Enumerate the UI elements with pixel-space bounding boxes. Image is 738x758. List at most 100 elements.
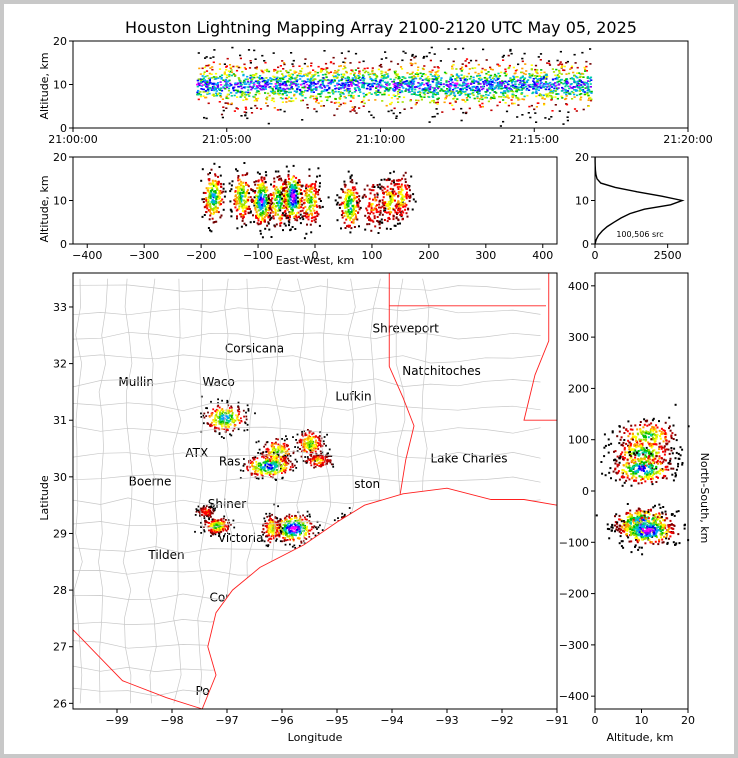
ew-source-point (346, 191, 349, 194)
ts-source-point (244, 106, 247, 109)
ts-source-point (225, 65, 228, 67)
ts-source-point (490, 81, 493, 83)
ts-source-point (472, 91, 475, 94)
ew-source-point (280, 202, 283, 205)
ts-source-point (215, 90, 218, 92)
ts-source-point (205, 64, 208, 67)
ts-source-point (425, 82, 428, 85)
plan-source-point (249, 462, 252, 464)
ts-source-point (459, 88, 462, 90)
ts-source-point (408, 87, 411, 89)
ew-source-point (217, 175, 219, 178)
ts-source-point (377, 94, 380, 96)
ts-source-point (428, 70, 431, 73)
ts-source-point (259, 75, 262, 77)
ew-source-point (315, 188, 318, 191)
ts-source-point (450, 78, 453, 81)
ts-source-point (451, 67, 454, 70)
ts-source-point (557, 93, 560, 95)
ts-source-point (372, 79, 375, 82)
ts-source-point (512, 66, 515, 69)
ew-source-point (394, 192, 397, 195)
ew-source-point (277, 209, 280, 212)
ew-source-point (222, 208, 225, 211)
ew-source-point (239, 193, 242, 196)
ew-source-point (314, 200, 316, 203)
ew-source-point (303, 199, 306, 202)
ts-source-point (385, 104, 388, 107)
ts-source-point (401, 85, 404, 88)
ew-source-point (349, 202, 352, 205)
ts-source-point (236, 83, 239, 86)
ew-source-point (263, 193, 266, 196)
ts-source-point (205, 117, 208, 120)
ew-source-point (344, 203, 346, 206)
ts-source-point (341, 92, 344, 94)
ew-source-point (244, 174, 247, 176)
ew-source-point (295, 176, 298, 179)
ts-source-point (453, 92, 456, 94)
ew-source-point (372, 220, 375, 223)
ts-source-point (381, 80, 384, 82)
ew-source-point (311, 183, 314, 185)
ew-source-point (235, 186, 238, 189)
ts-source-point (323, 78, 326, 81)
ts-source-point (574, 90, 578, 92)
plan-source-point (292, 452, 295, 455)
plan-source-point (266, 466, 269, 469)
ts-source-point (454, 100, 457, 102)
plan-source-point (268, 467, 271, 469)
ts-source-point (544, 83, 547, 86)
plan-source-point (266, 462, 268, 465)
ts-source-point (383, 90, 387, 92)
ew-source-point (261, 204, 264, 207)
ts-source-point (234, 89, 237, 92)
ew-source-point (282, 187, 285, 190)
plan-source-point (277, 460, 279, 463)
ew-source-point (350, 174, 353, 177)
ts-source-point (248, 67, 252, 69)
ts-source-point (521, 71, 524, 74)
ts-source-point (520, 80, 523, 83)
ew-source-point (389, 228, 392, 230)
ts-source-point (581, 89, 584, 91)
ts-source-point (429, 85, 432, 88)
ts-source-point (582, 90, 585, 93)
ew-source-point (346, 216, 349, 219)
ew-source-point (287, 175, 290, 178)
ts-source-point (199, 73, 202, 75)
ew-source-point (233, 199, 236, 202)
ts-source-point (342, 87, 345, 89)
ts-source-point (390, 109, 393, 112)
plan-source-point (273, 447, 275, 449)
ew-source-point (258, 206, 261, 209)
ts-source-point (512, 90, 515, 93)
plan-source-point (222, 417, 225, 420)
ts-source-point (573, 96, 576, 98)
ew-source-point (389, 202, 392, 205)
ew-source-point (269, 212, 272, 214)
ew-source-point (380, 218, 383, 221)
ts-source-point (398, 84, 401, 86)
ew-source-point (283, 189, 286, 191)
plan-source-point (261, 475, 264, 477)
ts-source-point (573, 53, 576, 56)
ew-source-point (304, 205, 307, 208)
ts-source-point (223, 63, 226, 65)
ew-source-point (404, 178, 407, 181)
ew-source-point (208, 192, 211, 194)
ew-source-point (315, 180, 317, 183)
ew-source-point (217, 211, 220, 214)
ts-source-point (257, 80, 260, 83)
ts-source-point (293, 72, 296, 74)
plan-source-point (220, 436, 223, 438)
ew-source-point (364, 228, 367, 231)
ew-source-point (217, 201, 220, 204)
ts-source-point (420, 75, 424, 77)
ew-source-point (205, 197, 208, 200)
ew-source-point (260, 220, 262, 223)
plan-source-point (218, 432, 221, 434)
ew-source-point (399, 185, 402, 188)
ew-source-point (278, 195, 281, 198)
ts-source-point (425, 55, 428, 58)
